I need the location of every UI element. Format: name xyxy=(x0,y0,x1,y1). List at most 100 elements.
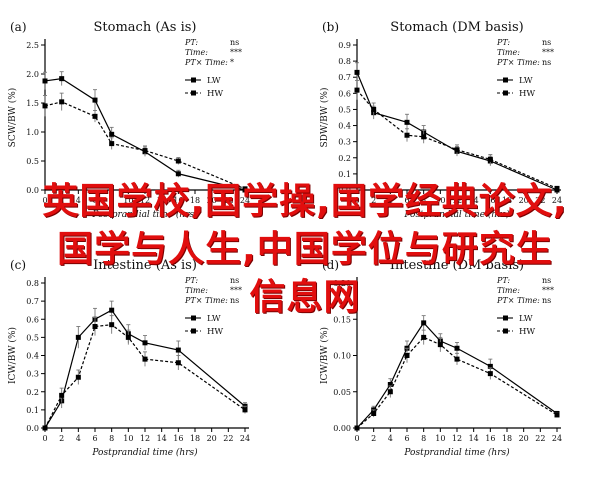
panel-c-legend-label: HW xyxy=(207,327,223,337)
panel-d-series-HW-point xyxy=(554,412,560,418)
panel-a-series-LW-point xyxy=(42,78,48,84)
panel-d-y-tick-label: 0.10 xyxy=(333,352,351,361)
panel-d-title: Intestine (DM basis) xyxy=(390,258,524,273)
panel-c-series-HW-point xyxy=(125,334,131,340)
panel-c-series-HW-point xyxy=(92,324,98,329)
panel-b-x-tick-label: 20 xyxy=(519,196,529,205)
panel-c-series-HW-point xyxy=(242,407,248,413)
panel-c-series-LW-point xyxy=(175,347,181,353)
panel-a-series-HW-point xyxy=(42,103,48,109)
panel-d-x-axis-label: Postprandial time (hrs) xyxy=(403,447,510,458)
panel-d-series-HW-line xyxy=(356,336,558,429)
panel-a-x-tick-label: 16 xyxy=(173,196,183,205)
panel-b-legend-marker xyxy=(503,77,508,83)
panel-d-series-LW-point xyxy=(387,382,393,387)
panel-a-series-HW-point xyxy=(109,141,115,147)
panel-a-x-axis-label: Postprandial time (hrs) xyxy=(91,209,198,220)
panel-d-stat-label: PT× Time: xyxy=(496,296,540,305)
panel-d-y-tick-label: 0.20 xyxy=(333,279,351,288)
panel-b-x-tick-label: 16 xyxy=(485,196,495,205)
panel-c-stat-label: PT: xyxy=(184,276,198,285)
panel-b-legend-label: HW xyxy=(519,89,535,99)
panel-c-y-tick-label: 0.0 xyxy=(26,424,39,433)
panel-a-title: Stomach (As is) xyxy=(94,20,197,35)
panel-d-legend-label: LW xyxy=(519,314,533,324)
panel-a-x-tick-label: 2 xyxy=(59,196,64,205)
panel-c-series-HW-point xyxy=(109,322,115,328)
panel-c-x-tick-label: 20 xyxy=(207,434,217,443)
panel-c-x-tick-label: 4 xyxy=(76,434,81,443)
panel-d-series-HW-point xyxy=(421,334,427,340)
panel-b-y-tick-label: 0.9 xyxy=(338,41,351,50)
panel-c-y-tick-label: 0.6 xyxy=(26,315,39,324)
panel-c-x-tick-label: 0 xyxy=(42,434,47,443)
panel-d-series-LW-point xyxy=(487,363,493,369)
panel-b-x-tick-label: 18 xyxy=(502,196,512,205)
panel-d-legend-marker xyxy=(503,315,508,321)
panel-a-legend-label: HW xyxy=(207,89,223,99)
panel-b-stat-label: Time: xyxy=(497,48,520,57)
panel-b-series-LW-point xyxy=(354,69,360,75)
panel-c-x-tick-label: 12 xyxy=(140,434,150,443)
panel-b-x-tick-label: 2 xyxy=(371,196,376,205)
panel-b-y-tick-label: 0.5 xyxy=(338,105,351,114)
panel-d-x-tick-label: 16 xyxy=(485,434,495,443)
panel-a-series-LW-point xyxy=(92,97,98,103)
panel-a-series-HW-point xyxy=(59,99,65,105)
panel-b-stat-value: ns xyxy=(542,58,551,67)
panel-a-x-tick-label: 8 xyxy=(109,196,114,205)
panel-a-y-tick-label: 2.0 xyxy=(26,70,39,79)
panel-b-x-tick-label: 4 xyxy=(388,196,393,205)
panel-a-legend-marker xyxy=(191,90,196,96)
panel-d-legend-marker xyxy=(503,328,508,334)
panel-b-series-HW-point xyxy=(487,156,493,162)
panel-a-y-axis-label: SCW/BW (%) xyxy=(7,88,18,148)
panel-d-x-tick-label: 14 xyxy=(469,434,479,443)
panel-a-series-LW-point xyxy=(109,131,115,137)
panel-c-series-LW-point xyxy=(142,340,148,346)
panel-a-x-tick-label: 12 xyxy=(140,196,150,205)
panel-a-legend-label: LW xyxy=(207,76,221,86)
panel-d-legend-label: HW xyxy=(519,327,535,337)
panel-c-stat-label: Time: xyxy=(185,286,208,295)
panel-c-y-tick-label: 0.4 xyxy=(26,352,39,361)
panel-c-legend-label: LW xyxy=(207,314,221,324)
panel-d-y-tick-label: 0.00 xyxy=(333,424,351,433)
panel-b-stat-label: PT× Time: xyxy=(496,58,540,67)
panel-c-x-tick-label: 22 xyxy=(223,434,233,443)
panel-d-series-HW-point xyxy=(354,425,360,431)
panel-a-y-tick-label: 1.0 xyxy=(26,128,39,137)
panel-d-series-HW-point xyxy=(371,411,377,416)
panel-b-y-tick-label: 0.4 xyxy=(338,122,351,131)
panel-d-x-tick-label: 6 xyxy=(404,434,409,443)
panel-c-y-axis-label: ICW/BW (%) xyxy=(7,327,18,384)
panel-b-series-HW-point xyxy=(421,134,427,140)
panel-d-stat-value: *** xyxy=(542,286,554,295)
panel-c-legend-marker xyxy=(191,315,196,321)
panel-a-y-tick-label: 0.0 xyxy=(26,186,39,195)
panel-c-title: Intestine (As is) xyxy=(93,258,197,273)
panel-a-stat-value: * xyxy=(230,58,234,67)
panel-b-legend-label: LW xyxy=(519,76,533,86)
panel-c-stat-value: ns xyxy=(230,296,239,305)
panel-d-stat-value: ns xyxy=(542,276,551,285)
panel-a-stat-value: *** xyxy=(230,48,242,57)
panel-c-y-tick-label: 0.5 xyxy=(26,333,39,342)
panel-a-series-HW-line xyxy=(44,101,246,190)
panel-a-x-tick-label: 0 xyxy=(42,196,47,205)
panel-c-x-tick-label: 10 xyxy=(123,434,133,443)
panel-d-stat-label: Time: xyxy=(497,286,520,295)
panel-a-x-tick-label: 10 xyxy=(123,196,133,205)
panel-a-series-HW-point xyxy=(92,113,98,119)
panel-c-series-LW-point xyxy=(109,307,115,313)
panel-b-series-HW-point xyxy=(404,132,410,138)
panel-a-x-tick-label: 24 xyxy=(240,196,250,205)
panel-d-y-tick-label: 0.05 xyxy=(333,388,351,397)
panel-c-y-tick-label: 0.2 xyxy=(26,388,39,397)
panel-d-stat-label: PT: xyxy=(496,276,510,285)
panel-b-x-tick-label: 22 xyxy=(535,196,545,205)
panel-b-x-tick-label: 6 xyxy=(404,196,409,205)
panel-a-stat-label: Time: xyxy=(185,48,208,57)
panel-d-stat-value: ns xyxy=(542,296,551,305)
panel-b-x-tick-label: 0 xyxy=(354,196,359,205)
